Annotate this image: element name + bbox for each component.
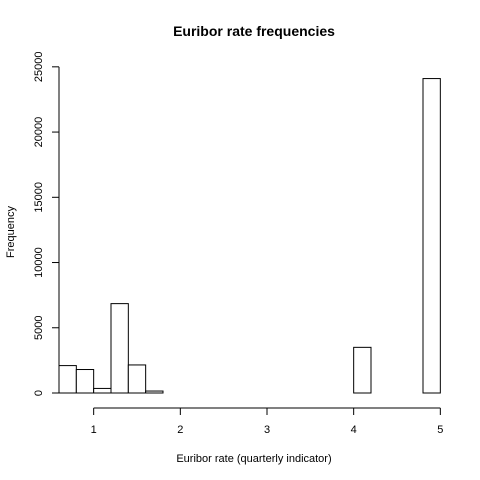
y-axis: 0 5000 10000 15000 20000 25000 xyxy=(33,52,60,396)
x-tick-label-4: 5 xyxy=(437,424,443,436)
histogram-bar-4 xyxy=(127,364,147,394)
y-tick-label-0: 0 xyxy=(33,390,45,396)
chart-title: Euribor rate frequencies xyxy=(173,23,335,39)
y-tick-label-4: 20000 xyxy=(33,117,45,148)
x-axis-label: Euribor rate (quarterly indicator) xyxy=(176,453,331,465)
y-axis-label: Frequency xyxy=(5,206,17,258)
x-axis: 1 2 3 4 5 xyxy=(91,407,443,436)
histogram-bar-0 xyxy=(58,365,77,394)
histogram-bar-5 xyxy=(145,390,164,394)
y-tick-label-3: 15000 xyxy=(33,182,45,213)
histogram-bar-1 xyxy=(75,369,95,394)
histogram-bar-21 xyxy=(422,78,441,394)
y-tick-label-2: 10000 xyxy=(33,247,45,278)
x-tick-label-0: 1 xyxy=(91,424,97,436)
x-tick-label-1: 2 xyxy=(177,424,183,436)
histogram-bar-17 xyxy=(353,346,372,394)
histogram-bar-3 xyxy=(110,303,129,394)
x-tick-label-3: 4 xyxy=(351,424,357,436)
y-tick-label-1: 5000 xyxy=(33,316,45,340)
histogram-bars xyxy=(58,78,441,394)
x-tick-label-2: 3 xyxy=(264,424,270,436)
histogram-bar-2 xyxy=(93,387,112,394)
y-tick-label-5: 25000 xyxy=(33,52,45,83)
